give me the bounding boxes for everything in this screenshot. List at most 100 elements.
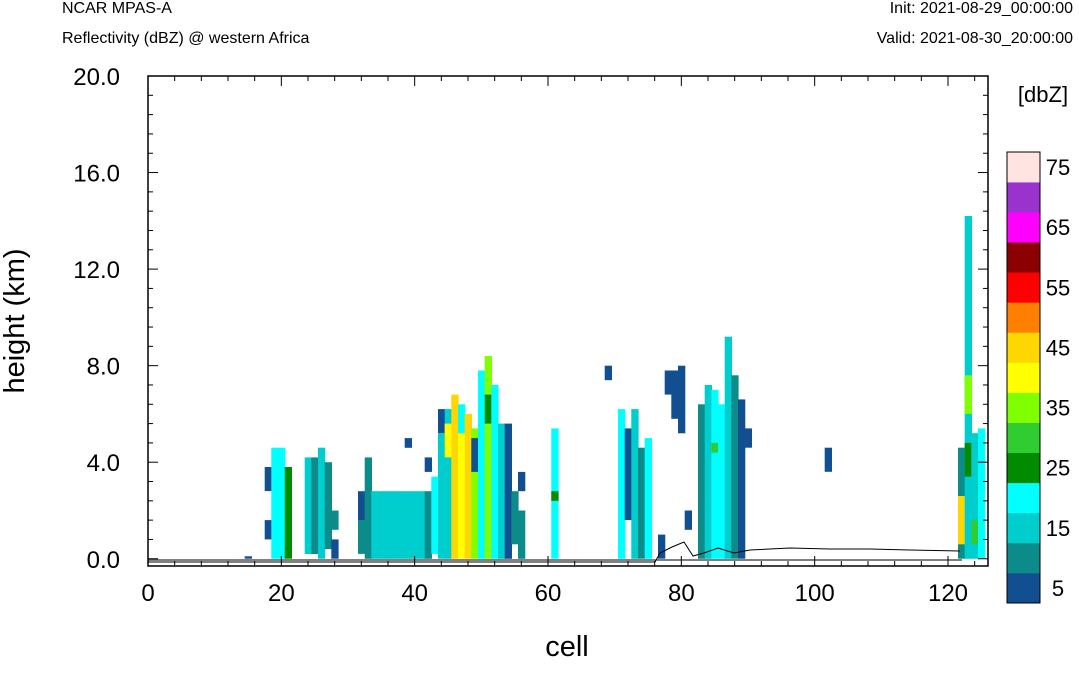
x-tick-label: 60 xyxy=(535,580,562,607)
reflectivity-cell xyxy=(731,375,739,559)
colorbar-swatch xyxy=(1007,302,1040,333)
reflectivity-cell xyxy=(324,462,332,550)
colorbar-swatch xyxy=(1007,512,1040,544)
reflectivity-cell xyxy=(398,491,406,559)
colorbar-swatch xyxy=(1007,272,1040,303)
reflectivity-cell xyxy=(364,457,372,559)
y-axis-label: height (km) xyxy=(0,248,31,393)
reflectivity-cell xyxy=(451,394,459,559)
reflectivity-cell xyxy=(698,404,706,559)
x-tick-label: 0 xyxy=(141,580,154,607)
reflectivity-cell xyxy=(284,467,292,559)
reflectivity-cell xyxy=(964,442,972,477)
colorbar-swatch xyxy=(1007,542,1040,574)
model-title: NCAR MPAS-A xyxy=(62,0,172,17)
reflectivity-cell xyxy=(331,539,339,559)
reflectivity-cell xyxy=(498,423,506,559)
reflectivity-cell xyxy=(331,510,339,530)
reflectivity-cell xyxy=(471,428,479,559)
reflectivity-cell xyxy=(438,409,446,434)
colorbar-swatch xyxy=(1007,392,1040,423)
reflectivity-cell xyxy=(604,365,612,381)
reflectivity-cell xyxy=(664,370,672,395)
reflectivity-cell xyxy=(971,433,979,559)
reflectivity-cell xyxy=(978,428,986,559)
y-tick-label: 8.0 xyxy=(87,354,120,381)
reflectivity-cell xyxy=(264,520,272,540)
colorbar-swatch xyxy=(1007,332,1040,363)
reflectivity-cell xyxy=(244,556,252,559)
reflectivity-cell xyxy=(444,409,452,559)
colorbar-tick-label: 45 xyxy=(1046,335,1070,360)
reflectivity-cell xyxy=(484,394,492,424)
y-tick-label: 12.0 xyxy=(73,257,120,284)
reflectivity-cell xyxy=(384,491,392,559)
reflectivity-cell xyxy=(678,365,686,434)
reflectivity-cell xyxy=(724,336,732,559)
reflectivity-cell xyxy=(504,423,512,559)
x-tick-label: 80 xyxy=(668,580,695,607)
reflectivity-cell xyxy=(311,457,319,554)
x-tick-label: 100 xyxy=(795,580,835,607)
reflectivity-cell xyxy=(411,491,419,559)
reflectivity-cell xyxy=(971,520,979,545)
reflectivity-cell xyxy=(644,438,652,559)
reflectivity-cell xyxy=(438,433,446,559)
colorbar-swatch xyxy=(1007,572,1040,604)
reflectivity-cells xyxy=(244,216,986,559)
reflectivity-cell xyxy=(744,428,752,448)
reflectivity-cell xyxy=(444,423,452,458)
reflectivity-cell xyxy=(658,534,666,559)
y-tick-label: 4.0 xyxy=(87,450,120,477)
reflectivity-cell xyxy=(551,491,559,501)
terrain-line xyxy=(148,541,961,563)
reflectivity-cell xyxy=(464,413,472,559)
reflectivity-cell xyxy=(518,510,526,559)
colorbar-tick-label: 25 xyxy=(1046,456,1070,481)
colorbar-swatch xyxy=(1007,182,1040,213)
y-tick-label: 20.0 xyxy=(73,64,120,91)
colorbar-swatch xyxy=(1007,152,1040,183)
reflectivity-cell xyxy=(391,491,399,559)
reflectivity-cell xyxy=(684,510,692,530)
reflectivity-cell xyxy=(478,370,486,559)
reflectivity-cell xyxy=(371,491,379,559)
colorbar-swatch xyxy=(1007,422,1040,453)
y-tick-label: 0.0 xyxy=(87,547,120,574)
reflectivity-cell xyxy=(424,457,432,472)
reflectivity-cell xyxy=(631,409,639,559)
plot-frame xyxy=(147,75,989,567)
reflectivity-cell xyxy=(704,385,712,559)
valid-time: Valid: 2021-08-30_20:00:00 xyxy=(876,30,1073,47)
x-tick-label: 20 xyxy=(268,580,295,607)
reflectivity-cell xyxy=(471,438,479,472)
reflectivity-cell xyxy=(711,442,719,453)
reflectivity-cell xyxy=(318,447,326,559)
reflectivity-cell xyxy=(458,404,466,434)
reflectivity-cell xyxy=(964,375,972,414)
colorbar-swatch xyxy=(1007,452,1040,484)
reflectivity-cell xyxy=(404,438,412,448)
colorbar-unit-label: [dbZ] xyxy=(1018,82,1068,107)
reflectivity-cell xyxy=(511,491,519,545)
reflectivity-cell xyxy=(718,404,726,559)
reflectivity-cell xyxy=(518,471,526,492)
reflectivity-cell xyxy=(358,520,366,554)
reflectivity-cell xyxy=(431,476,439,554)
colorbar-swatch xyxy=(1007,242,1040,273)
reflectivity-cell xyxy=(304,457,312,554)
colorbar-swatch xyxy=(1007,212,1040,243)
reflectivity-cell xyxy=(404,491,412,559)
x-axis-label: cell xyxy=(545,631,589,663)
reflectivity-cell xyxy=(484,356,492,559)
x-tick-labels: 0 20 40 60 80 100 120 xyxy=(141,580,968,607)
field-subtitle: Reflectivity (dBZ) @ western Africa xyxy=(62,30,310,47)
colorbar-tick-label: 75 xyxy=(1046,155,1070,180)
reflectivity-cell xyxy=(671,370,679,419)
reflectivity-cell xyxy=(638,447,646,559)
colorbar-frame xyxy=(1006,151,1041,604)
colorbar-tick-label: 5 xyxy=(1052,576,1064,601)
init-time: Init: 2021-08-29_00:00:00 xyxy=(889,0,1073,17)
axis-ticks xyxy=(147,76,988,566)
